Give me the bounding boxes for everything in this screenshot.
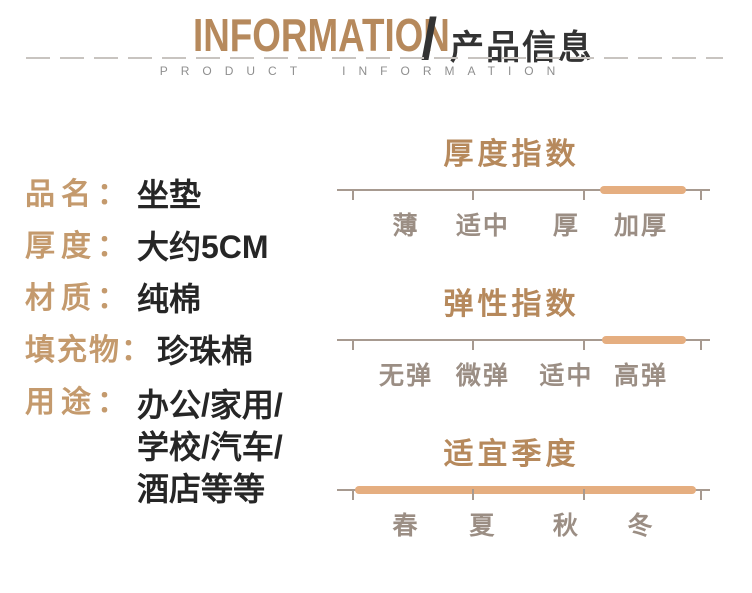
index-scales: 厚度指数 薄适中厚加厚 弹性指数 无弹 微弹 适中 高弹 适宜季度 春夏秋冬	[337, 138, 710, 588]
spec-value: 办公/家用/学校/汽车/酒店等等	[137, 384, 283, 510]
spec-label: 材质：	[25, 282, 133, 315]
spec-value-line: 办公/家用/	[137, 387, 283, 423]
index-scale: 适宜季度 春 夏 秋 冬	[337, 438, 710, 540]
spec-value: 坐垫	[137, 177, 202, 213]
scale-level-label: 厚	[552, 212, 580, 240]
spec-value: 珍珠棉	[157, 333, 254, 369]
scale-track	[337, 485, 710, 500]
scale-line	[337, 339, 710, 341]
scale-title: 弹性指数	[443, 288, 580, 321]
scale-tick	[472, 339, 475, 350]
header-title-en: INFORMATION	[193, 9, 450, 61]
scale-level-labels: 薄 适中 厚 加厚	[337, 206, 710, 240]
spec-value: 大约5CM	[137, 229, 269, 265]
header-title-cn: 产品信息	[450, 29, 594, 67]
spec-label: 填充物：	[25, 334, 153, 367]
spec-row: 品名： 坐垫	[25, 176, 325, 214]
spec-row: 材质： 纯棉	[25, 280, 325, 318]
spec-value-line: 学校/汽车/	[137, 429, 283, 465]
scale-level-labels: 春夏秋冬	[337, 506, 710, 540]
scale-highlight-bar	[599, 186, 687, 194]
scale-highlight-bar	[601, 336, 686, 344]
dashed-divider	[26, 57, 723, 59]
scale-level-label: 春	[392, 512, 420, 540]
header-slash-divider: /	[421, 7, 438, 72]
scale-tick	[351, 189, 354, 200]
scale-level-label: 适中	[539, 362, 594, 390]
scale-line	[337, 189, 710, 191]
scale-title: 适宜季度	[443, 438, 580, 471]
spec-label: 品名：	[25, 178, 133, 211]
spec-value-line: 酒店等等	[137, 471, 266, 507]
scale-tick	[472, 489, 475, 500]
spec-row: 填充物： 珍珠棉	[25, 332, 325, 370]
scale-tick	[472, 189, 475, 200]
spec-value: 纯棉	[137, 281, 202, 317]
header-subtitle: PRODUCT INFORMATION	[159, 64, 569, 78]
scale-tick	[351, 339, 354, 350]
index-scale: 弹性指数 无弹 微弹 适中 高弹	[337, 288, 710, 390]
spec-label: 用途：	[25, 386, 133, 419]
scale-track	[337, 185, 710, 200]
scale-track	[337, 335, 710, 350]
scale-level-label: 夏	[469, 512, 497, 540]
scale-level-label: 加厚	[613, 212, 668, 240]
scale-level-labels: 无弹 微弹 适中 高弹	[337, 356, 710, 390]
scale-highlight-bar	[354, 486, 696, 494]
scale-tick	[699, 339, 702, 350]
scale-tick	[583, 339, 586, 350]
scale-level-label: 秋	[552, 512, 580, 540]
scale-tick	[583, 189, 586, 200]
scale-level-label: 适中	[455, 212, 510, 240]
scale-tick	[699, 489, 702, 500]
spec-row: 厚度： 大约5CM	[25, 228, 325, 266]
spec-label: 厚度：	[25, 230, 133, 263]
scale-tick	[351, 489, 354, 500]
scale-level-label: 冬	[627, 512, 655, 540]
scale-tick	[583, 489, 586, 500]
scale-level-label: 无弹	[378, 362, 434, 390]
product-spec-list: 品名： 坐垫 厚度： 大约5CM 材质： 纯棉 填充物： 珍珠棉 用途： 办公/…	[25, 176, 325, 524]
spec-row: 用途： 办公/家用/学校/汽车/酒店等等	[25, 384, 325, 510]
index-scale: 厚度指数 薄 适中 厚 加厚	[337, 138, 710, 240]
scale-level-label: 高弹	[613, 362, 668, 390]
scale-tick	[699, 189, 702, 200]
scale-level-label: 薄	[392, 212, 420, 240]
scale-title: 厚度指数	[443, 138, 580, 171]
scale-level-label: 微弹	[455, 362, 510, 390]
